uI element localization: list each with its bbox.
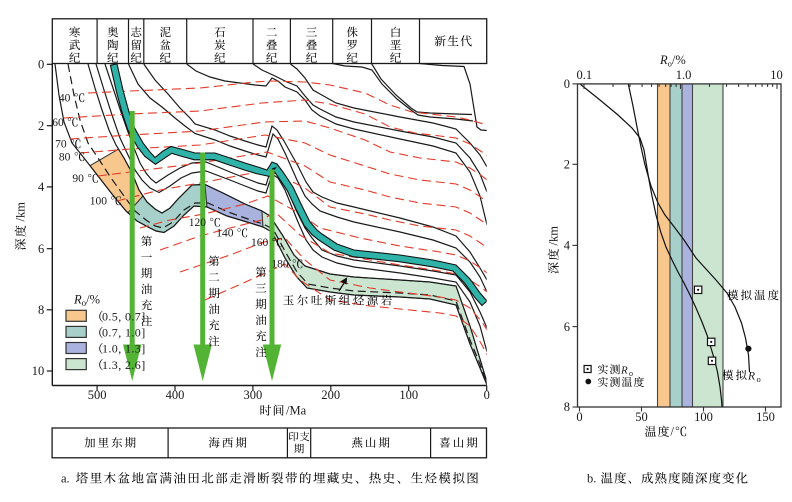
svg-text:500: 500 [88, 388, 107, 402]
svg-text:0: 0 [564, 77, 570, 91]
svg-text:1.0, 1.3]: 1.0, 1.3] [102, 342, 146, 356]
svg-text:10: 10 [32, 364, 45, 378]
svg-text:150: 150 [756, 410, 775, 424]
svg-text:2: 2 [564, 158, 570, 172]
svg-text:R: R [620, 365, 628, 377]
svg-text:70: 70 [55, 139, 67, 151]
svg-text:40: 40 [59, 92, 71, 104]
svg-text:60: 60 [52, 117, 64, 129]
svg-text:a.: a. [61, 471, 70, 485]
svg-text:300: 300 [244, 388, 263, 402]
svg-text:/: / [671, 425, 675, 439]
svg-text:100: 100 [90, 195, 108, 207]
svg-text:140: 140 [216, 228, 234, 240]
svg-text:6: 6 [564, 320, 570, 334]
svg-text:1.0: 1.0 [676, 68, 692, 82]
svg-text:o: o [757, 374, 761, 384]
svg-text:6: 6 [38, 242, 44, 256]
svg-text:/Ma: /Ma [286, 404, 307, 418]
svg-text:160: 160 [251, 237, 269, 249]
svg-text:4: 4 [38, 180, 45, 194]
svg-text:1.3, 2.6]: 1.3, 2.6] [102, 358, 146, 372]
svg-text:0: 0 [576, 410, 582, 424]
svg-text:400: 400 [166, 388, 185, 402]
svg-text:80: 80 [59, 151, 71, 163]
svg-text:8: 8 [38, 303, 44, 317]
svg-text:2: 2 [38, 119, 44, 133]
svg-text:120: 120 [189, 217, 207, 229]
svg-text:/km: /km [14, 202, 28, 222]
svg-text:0.5, 0.7]: 0.5, 0.7] [102, 310, 146, 324]
svg-text:Ro/%: Ro/% [659, 53, 686, 69]
svg-text:200: 200 [321, 388, 340, 402]
svg-text:180: 180 [271, 259, 289, 271]
svg-text:0: 0 [484, 388, 490, 402]
svg-text:0: 0 [38, 58, 44, 72]
svg-text:0.7, 1.0]: 0.7, 1.0] [102, 326, 146, 340]
svg-text:Ro/%: Ro/% [73, 293, 100, 309]
svg-text:50: 50 [635, 410, 648, 424]
svg-text:b.: b. [587, 471, 596, 485]
svg-text:10: 10 [770, 68, 783, 82]
svg-text:/km: /km [547, 226, 561, 246]
svg-text:100: 100 [399, 388, 418, 402]
svg-text:90: 90 [72, 173, 84, 185]
svg-text:100: 100 [694, 410, 713, 424]
svg-text:8: 8 [564, 400, 570, 414]
svg-text:o: o [629, 369, 633, 378]
svg-text:0.1: 0.1 [576, 68, 592, 82]
svg-text:4: 4 [564, 239, 571, 253]
svg-text:R: R [747, 371, 755, 383]
